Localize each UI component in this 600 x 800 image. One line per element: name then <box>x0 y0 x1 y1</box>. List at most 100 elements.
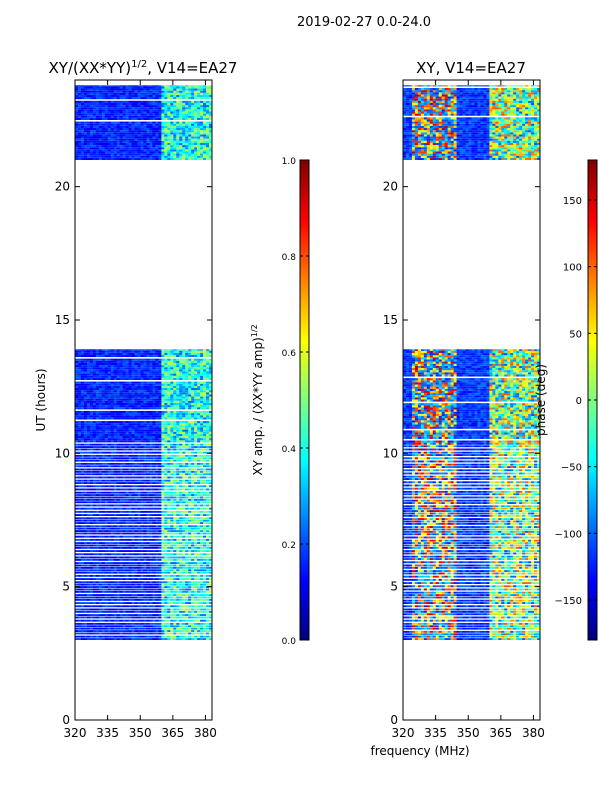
left-heatmap-cell <box>140 407 144 410</box>
left-heatmap-cell <box>182 590 186 593</box>
left-heatmap-cell <box>182 569 186 572</box>
left-heatmap-cell <box>161 402 165 406</box>
left-heatmap-cell <box>170 514 174 516</box>
left-heatmap-cell <box>75 354 79 358</box>
left-heatmap-cell <box>89 581 94 584</box>
left-heatmap-cell <box>203 635 207 638</box>
left-heatmap-cell <box>104 558 109 561</box>
left-heatmap-cell <box>188 468 192 471</box>
left-heatmap-cell <box>152 544 156 547</box>
left-heatmap-cell <box>167 522 171 524</box>
left-heatmap-cell <box>146 542 150 544</box>
left-heatmap-cell <box>206 605 210 608</box>
left-heatmap-cell <box>98 362 103 366</box>
left-heatmap-cell <box>101 468 106 471</box>
left-heatmap-cell <box>173 619 177 622</box>
left-heatmap-cell <box>104 594 109 596</box>
left-heatmap-cell <box>194 514 198 516</box>
left-heatmap-cell <box>101 542 106 544</box>
left-heatmap-cell <box>161 438 165 441</box>
left-heatmap-cell <box>149 383 153 386</box>
left-heatmap-cell <box>86 544 91 547</box>
left-heatmap-cell <box>95 498 100 501</box>
left-heatmap-cell <box>191 532 195 535</box>
left-heatmap-cell <box>164 402 168 406</box>
left-heatmap-cell <box>104 371 109 374</box>
left-heatmap-cell <box>143 448 147 451</box>
left-heatmap-cell <box>191 498 195 501</box>
left-heatmap-cell <box>188 546 192 549</box>
left-heatmap-cell <box>122 596 126 599</box>
left-heatmap-cell <box>92 610 97 613</box>
left-heatmap-cell <box>167 491 171 494</box>
left-heatmap-cell <box>158 454 162 457</box>
left-heatmap-cell <box>176 396 180 399</box>
left-heatmap-cell <box>155 446 159 448</box>
left-heatmap-cell <box>75 532 79 535</box>
left-heatmap-cell <box>134 542 138 544</box>
left-heatmap-cell <box>95 578 100 580</box>
left-heatmap-cell <box>182 574 186 577</box>
left-heatmap-cell <box>89 542 94 544</box>
left-heatmap-cell <box>188 398 192 401</box>
left-heatmap-cell <box>113 415 117 418</box>
left-heatmap-cell <box>188 596 192 599</box>
left-heatmap-cell <box>158 532 162 535</box>
left-heatmap-cell <box>191 421 195 424</box>
left-heatmap-cell <box>176 438 180 441</box>
left-heatmap-cell <box>86 465 91 468</box>
left-heatmap-cell <box>137 400 141 403</box>
left-heatmap-cell <box>176 625 180 628</box>
left-heatmap-cell <box>131 510 135 513</box>
left-heatmap-cell <box>104 381 109 384</box>
left-heatmap-cell <box>143 588 147 591</box>
left-heatmap-cell <box>182 625 186 628</box>
left-heatmap-cell <box>101 410 106 414</box>
left-heatmap-cell <box>209 358 212 361</box>
left-heatmap-cell <box>185 473 189 476</box>
left-heatmap-cell <box>206 400 210 403</box>
left-heatmap-cell <box>107 468 112 471</box>
left-heatmap-cell <box>194 510 198 513</box>
left-heatmap-cell <box>110 451 115 454</box>
left-heatmap-cell <box>134 400 138 403</box>
left-heatmap-cell <box>77 632 82 635</box>
left-heatmap-cell <box>170 421 174 424</box>
left-heatmap-cell <box>116 398 120 401</box>
left-heatmap-cell <box>182 425 186 428</box>
left-heatmap-cell <box>164 605 168 608</box>
left-heatmap-cell <box>149 457 153 460</box>
left-heatmap-cell <box>203 385 207 388</box>
left-heatmap-cell <box>152 594 156 596</box>
left-heatmap-cell <box>194 625 198 628</box>
left-heatmap-cell <box>167 635 171 638</box>
left-heatmap-cell <box>200 619 204 622</box>
left-heatmap-cell <box>77 385 82 388</box>
left-heatmap-cell <box>155 504 159 507</box>
left-heatmap-cell <box>185 619 189 622</box>
left-heatmap-cell <box>191 488 195 491</box>
left-heatmap-cell <box>116 479 120 482</box>
left-heatmap-cell <box>155 569 159 572</box>
left-heatmap-cell <box>134 390 138 393</box>
left-heatmap-cell <box>167 407 171 410</box>
left-heatmap-cell <box>134 381 138 384</box>
left-heatmap-cell <box>164 586 168 588</box>
left-heatmap-cell <box>80 594 85 596</box>
left-heatmap-cell <box>164 596 168 599</box>
left-heatmap-cell <box>83 571 88 574</box>
left-heatmap-cell <box>119 616 123 619</box>
left-heatmap-cell <box>197 542 201 544</box>
left-heatmap-cell <box>80 619 85 622</box>
left-heatmap-cell <box>194 459 198 462</box>
left-heatmap-cell <box>200 586 204 588</box>
left-heatmap-cell <box>116 583 120 586</box>
left-heatmap-cell <box>191 398 195 401</box>
left-heatmap-cell <box>200 425 204 428</box>
left-heatmap-cell <box>173 610 177 613</box>
left-heatmap-cell <box>89 451 94 454</box>
left-heatmap-cell <box>203 510 207 513</box>
left-heatmap-cell <box>143 532 147 535</box>
left-heatmap-cell <box>101 625 106 628</box>
left-heatmap-cell <box>185 556 189 559</box>
